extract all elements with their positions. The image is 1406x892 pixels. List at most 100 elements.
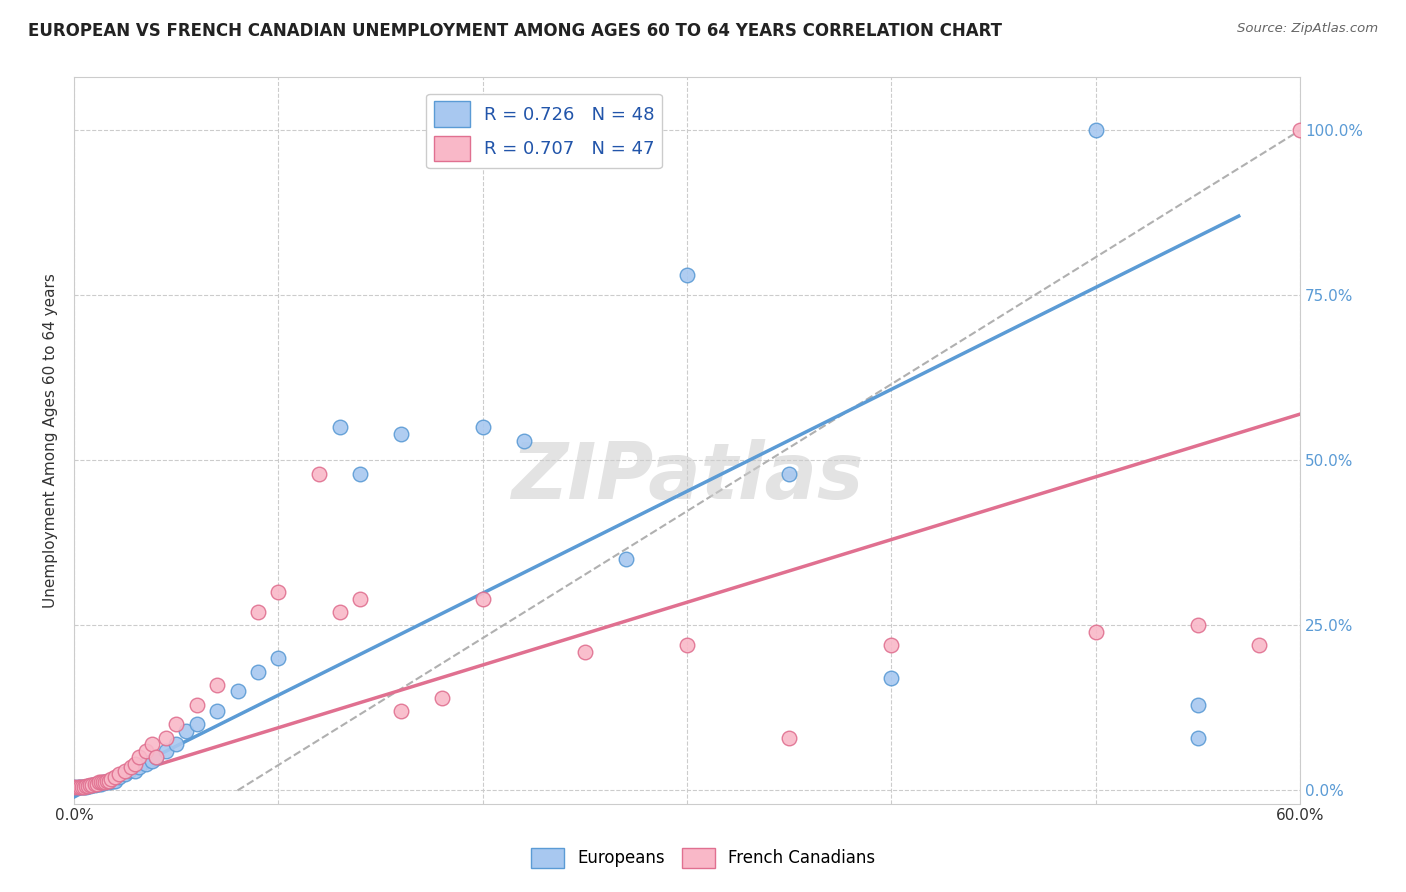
Point xyxy=(86,777,108,791)
Point xyxy=(104,773,127,788)
Point xyxy=(72,780,94,794)
Point xyxy=(135,757,157,772)
Point xyxy=(880,638,903,652)
Point xyxy=(100,773,122,788)
Point xyxy=(91,774,114,789)
Point xyxy=(75,779,97,793)
Point xyxy=(87,775,110,789)
Point xyxy=(471,420,494,434)
Text: EUROPEAN VS FRENCH CANADIAN UNEMPLOYMENT AMONG AGES 60 TO 64 YEARS CORRELATION C: EUROPEAN VS FRENCH CANADIAN UNEMPLOYMENT… xyxy=(28,22,1002,40)
Point xyxy=(145,750,167,764)
Point xyxy=(778,731,800,745)
Point xyxy=(128,760,150,774)
Point xyxy=(205,704,228,718)
Point xyxy=(141,754,163,768)
Point xyxy=(120,760,142,774)
Point xyxy=(79,779,101,793)
Point xyxy=(145,750,167,764)
Point xyxy=(676,638,699,652)
Point xyxy=(135,744,157,758)
Point xyxy=(83,778,105,792)
Point xyxy=(73,780,96,794)
Point xyxy=(1187,731,1209,745)
Point xyxy=(97,774,120,789)
Point xyxy=(72,780,94,794)
Point xyxy=(676,268,699,283)
Point xyxy=(614,552,637,566)
Point xyxy=(124,764,146,778)
Text: ZIPatlas: ZIPatlas xyxy=(510,439,863,515)
Legend: R = 0.726   N = 48, R = 0.707   N = 47: R = 0.726 N = 48, R = 0.707 N = 47 xyxy=(426,94,662,169)
Point xyxy=(389,426,412,441)
Point xyxy=(124,757,146,772)
Point xyxy=(100,772,122,786)
Point xyxy=(63,780,86,794)
Point xyxy=(67,780,90,794)
Point xyxy=(97,773,120,788)
Point xyxy=(165,737,187,751)
Point xyxy=(101,773,124,788)
Point xyxy=(329,605,352,619)
Point xyxy=(91,775,114,789)
Point xyxy=(1187,618,1209,632)
Point xyxy=(1249,638,1271,652)
Text: Source: ZipAtlas.com: Source: ZipAtlas.com xyxy=(1237,22,1378,36)
Point xyxy=(1084,624,1107,639)
Point xyxy=(73,780,96,794)
Point xyxy=(90,775,112,789)
Point xyxy=(104,770,127,784)
Point xyxy=(471,591,494,606)
Point xyxy=(83,777,105,791)
Point xyxy=(267,585,290,599)
Point xyxy=(155,744,177,758)
Point xyxy=(165,717,187,731)
Point xyxy=(1187,698,1209,712)
Point xyxy=(82,778,104,792)
Point xyxy=(69,780,91,794)
Point xyxy=(186,717,208,731)
Y-axis label: Unemployment Among Ages 60 to 64 years: Unemployment Among Ages 60 to 64 years xyxy=(44,273,58,608)
Point xyxy=(155,731,177,745)
Point xyxy=(512,434,534,448)
Point xyxy=(75,780,97,794)
Point xyxy=(93,775,115,789)
Point xyxy=(308,467,330,481)
Point xyxy=(246,665,269,679)
Point xyxy=(128,750,150,764)
Point xyxy=(77,779,100,793)
Point xyxy=(349,467,371,481)
Point xyxy=(389,704,412,718)
Point xyxy=(329,420,352,434)
Point xyxy=(430,691,453,706)
Point xyxy=(77,779,100,793)
Point xyxy=(1084,123,1107,137)
Point xyxy=(176,724,198,739)
Point xyxy=(1289,123,1312,137)
Point xyxy=(86,777,108,791)
Point xyxy=(118,764,141,778)
Point xyxy=(114,764,136,778)
Point xyxy=(63,780,86,794)
Point xyxy=(67,780,90,794)
Legend: Europeans, French Canadians: Europeans, French Canadians xyxy=(524,841,882,875)
Point xyxy=(186,698,208,712)
Point xyxy=(114,767,136,781)
Point xyxy=(226,684,249,698)
Point xyxy=(574,645,596,659)
Point xyxy=(90,777,112,791)
Point xyxy=(82,778,104,792)
Point xyxy=(349,591,371,606)
Point xyxy=(141,737,163,751)
Point xyxy=(205,678,228,692)
Point xyxy=(96,774,118,789)
Point xyxy=(267,651,290,665)
Point xyxy=(246,605,269,619)
Point xyxy=(880,671,903,685)
Point xyxy=(93,774,115,789)
Point xyxy=(87,777,110,791)
Point xyxy=(108,770,131,784)
Point xyxy=(778,467,800,481)
Point xyxy=(108,767,131,781)
Point xyxy=(96,773,118,788)
Point xyxy=(79,778,101,792)
